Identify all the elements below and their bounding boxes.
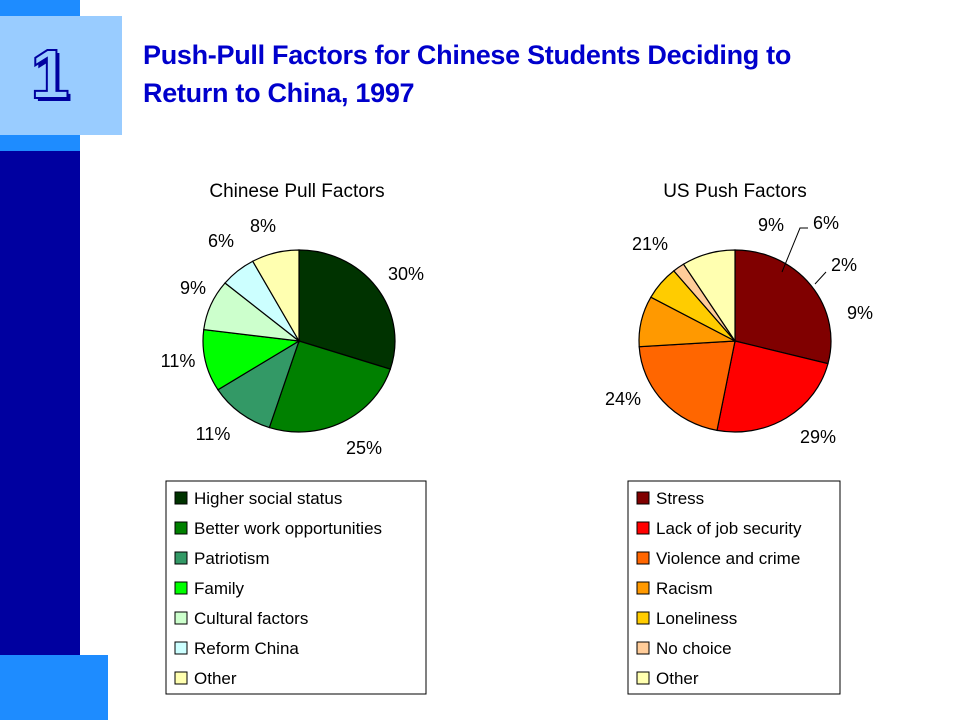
pull-legend-label-5: Cultural factors <box>194 609 308 628</box>
pull-legend-swatch-6 <box>174 641 188 655</box>
push-legend-swatch-5 <box>636 611 650 625</box>
slide-number: 1 <box>30 34 71 114</box>
side-bar-bottom-accent <box>0 655 108 720</box>
push-legend-swatch-3 <box>636 551 650 565</box>
push-slice-3 <box>638 340 736 432</box>
push-slice-label-7: 9% <box>847 303 873 323</box>
push-legend-label-5: Loneliness <box>656 609 737 628</box>
pull-legend-swatch-2 <box>174 521 188 535</box>
slide-title-line-2: Return to China, 1997 <box>143 78 415 108</box>
pull-slice-label-5: 9% <box>180 278 206 298</box>
pull-legend-label-1: Higher social status <box>194 489 342 508</box>
push-leader-line-6 <box>781 227 808 273</box>
push-legend-label-7: Other <box>656 669 699 688</box>
pull-slice-label-1: 30% <box>388 264 424 284</box>
push-legend <box>627 480 841 695</box>
push-legend-swatch-2 <box>636 521 650 535</box>
push-chart-title: US Push Factors <box>663 181 807 202</box>
pull-legend-label-4: Family <box>194 579 245 598</box>
push-legend-label-3: Violence and crime <box>656 549 800 568</box>
push-leader-line-2 <box>814 271 827 285</box>
push-legend-swatch-7 <box>636 671 650 685</box>
push-legend-label-1: Stress <box>656 489 704 508</box>
push-factors-chart: US Push Factors 29% 24% 21% 9% 6% 2% 9% Stress La… <box>605 181 873 695</box>
push-legend-swatch-1 <box>636 491 650 505</box>
push-slice-7 <box>682 249 736 343</box>
pull-slice-7 <box>251 249 300 344</box>
slide-title: Push-Pull Factors for Chinese Students D… <box>143 36 943 112</box>
pull-legend-swatch-4 <box>174 581 188 595</box>
push-legend-label-2: Lack of job security <box>656 519 802 538</box>
pull-slice-4 <box>202 328 301 391</box>
pull-legend-swatch-1 <box>174 491 188 505</box>
pull-slice-label-2: 25% <box>346 438 382 458</box>
push-slice-label-5: 6% <box>813 213 839 233</box>
push-legend-label-6: No choice <box>656 639 732 658</box>
push-slice-label-3: 21% <box>632 234 668 254</box>
push-legend-label-4: Racism <box>656 579 713 598</box>
push-slice-label-2: 24% <box>605 389 641 409</box>
pull-slice-label-6: 6% <box>208 231 234 251</box>
pull-legend <box>165 480 427 695</box>
side-bar-top-accent <box>0 0 80 16</box>
pull-legend-swatch-3 <box>174 551 188 565</box>
pull-slice-2 <box>268 340 392 433</box>
pull-slice-1 <box>298 249 396 370</box>
pull-legend-swatch-7 <box>174 671 188 685</box>
badge-accent <box>0 135 80 151</box>
push-slice-label-1: 29% <box>800 427 836 447</box>
pull-chart-title: Chinese Pull Factors <box>209 181 384 202</box>
pull-legend-label-6: Reform China <box>194 639 299 658</box>
pull-slice-label-7: 8% <box>250 216 276 236</box>
pull-legend-label-7: Other <box>194 669 237 688</box>
pull-slice-label-3: 11% <box>196 424 231 444</box>
push-slice-label-4: 9% <box>758 215 784 235</box>
push-legend-swatch-4 <box>636 581 650 595</box>
push-slice-2 <box>716 340 829 433</box>
pull-legend-swatch-5 <box>174 611 188 625</box>
pull-legend-label-2: Better work opportunities <box>194 519 382 538</box>
pull-factors-chart: Chinese Pull Factors 30% 25% 11% 11% 9% 6% 8% Hi… <box>161 181 427 695</box>
push-legend-swatch-6 <box>636 641 650 655</box>
pull-slice-3 <box>217 339 301 429</box>
pull-legend-label-3: Patriotism <box>194 549 270 568</box>
push-slice-1 <box>734 249 832 365</box>
push-slice-label-6: 2% <box>831 255 857 275</box>
slide-number-badge <box>0 16 122 135</box>
slide-title-line-1: Push-Pull Factors for Chinese Students D… <box>143 40 792 70</box>
pull-slice-label-4: 11% <box>161 351 196 371</box>
